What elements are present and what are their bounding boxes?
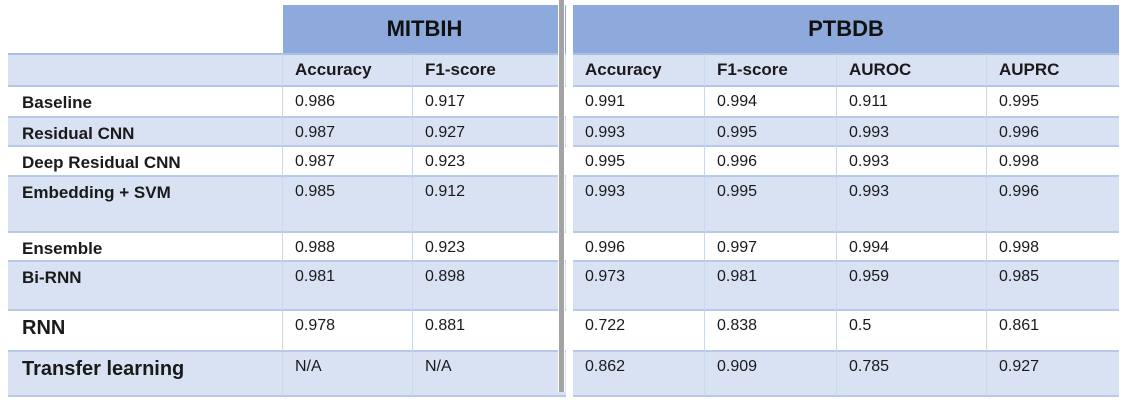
value-cell: 0.988 (283, 233, 413, 262)
row-label-deep-residual-cnn: Deep Residual CNN (8, 147, 283, 177)
value-cell: 0.994 (837, 233, 987, 262)
value-cell: 0.981 (705, 262, 837, 311)
value-cell: 0.987 (283, 147, 413, 177)
divider-gap (566, 177, 573, 233)
value-cell: 0.5 (837, 311, 987, 352)
row-label-rnn: RNN (8, 311, 283, 352)
divider-gap (566, 5, 573, 53)
value-cell: 0.911 (837, 87, 987, 118)
value-cell: 0.917 (413, 87, 566, 118)
value-cell: 0.996 (987, 177, 1119, 233)
value-cell: 0.912 (413, 177, 566, 233)
col-header-ptbdb-accuracy: Accuracy (573, 53, 705, 87)
value-cell: 0.981 (283, 262, 413, 311)
table-grid: MITBIH PTBDB Accuracy F1-score Accuracy … (8, 5, 1119, 397)
divider-gap (566, 352, 573, 397)
value-cell: 0.998 (987, 233, 1119, 262)
value-cell: 0.785 (837, 352, 987, 397)
section-divider (558, 0, 565, 392)
row-label-bi-rnn: Bi-RNN (8, 262, 283, 311)
col-header-ptbdb-f1: F1-score (705, 53, 837, 87)
value-cell: 0.985 (987, 262, 1119, 311)
value-cell: 0.923 (413, 233, 566, 262)
value-cell: 0.722 (573, 311, 705, 352)
value-cell: 0.996 (705, 147, 837, 177)
divider-gap (566, 87, 573, 118)
value-cell: 0.978 (283, 311, 413, 352)
divider-gap (566, 233, 573, 262)
value-cell: 0.985 (283, 177, 413, 233)
value-cell: 0.995 (987, 87, 1119, 118)
row-label-transfer-learning: Transfer learning (8, 352, 283, 397)
value-cell: 0.838 (705, 311, 837, 352)
value-cell: N/A (413, 352, 566, 397)
value-cell: 0.861 (987, 311, 1119, 352)
row-label-residual-cnn: Residual CNN (8, 118, 283, 147)
col-header-mitbih-f1: F1-score (413, 53, 566, 87)
value-cell: 0.927 (413, 118, 566, 147)
value-cell: 0.986 (283, 87, 413, 118)
value-cell: 0.993 (837, 147, 987, 177)
col-header-ptbdb-auprc: AUPRC (987, 53, 1119, 87)
row-label-baseline: Baseline (8, 87, 283, 118)
group-header-ptbdb: PTBDB (573, 5, 1119, 53)
value-cell: 0.959 (837, 262, 987, 311)
col-header-mitbih-accuracy: Accuracy (283, 53, 413, 87)
value-cell: 0.995 (705, 177, 837, 233)
value-cell: 0.996 (573, 233, 705, 262)
value-cell: 0.993 (573, 177, 705, 233)
value-cell: 0.923 (413, 147, 566, 177)
divider-gap (566, 262, 573, 311)
value-cell: N/A (283, 352, 413, 397)
value-cell: 0.987 (283, 118, 413, 147)
value-cell: 0.993 (573, 118, 705, 147)
subheader-blank (8, 53, 283, 87)
divider-gap (566, 311, 573, 352)
value-cell: 0.998 (987, 147, 1119, 177)
value-cell: 0.994 (705, 87, 837, 118)
value-cell: 0.909 (705, 352, 837, 397)
col-header-ptbdb-auroc: AUROC (837, 53, 987, 87)
divider-gap (566, 118, 573, 147)
value-cell: 0.993 (837, 118, 987, 147)
value-cell: 0.862 (573, 352, 705, 397)
value-cell: 0.973 (573, 262, 705, 311)
value-cell: 0.995 (573, 147, 705, 177)
value-cell: 0.927 (987, 352, 1119, 397)
divider-gap (566, 147, 573, 177)
divider-gap (566, 53, 573, 87)
value-cell: 0.991 (573, 87, 705, 118)
value-cell: 0.898 (413, 262, 566, 311)
corner-spacer (8, 5, 283, 53)
value-cell: 0.996 (987, 118, 1119, 147)
value-cell: 0.997 (705, 233, 837, 262)
group-header-mitbih: MITBIH (283, 5, 566, 53)
row-label-ensemble: Ensemble (8, 233, 283, 262)
value-cell: 0.881 (413, 311, 566, 352)
value-cell: 0.995 (705, 118, 837, 147)
value-cell: 0.993 (837, 177, 987, 233)
row-label-embedding-svm: Embedding + SVM (8, 177, 283, 233)
